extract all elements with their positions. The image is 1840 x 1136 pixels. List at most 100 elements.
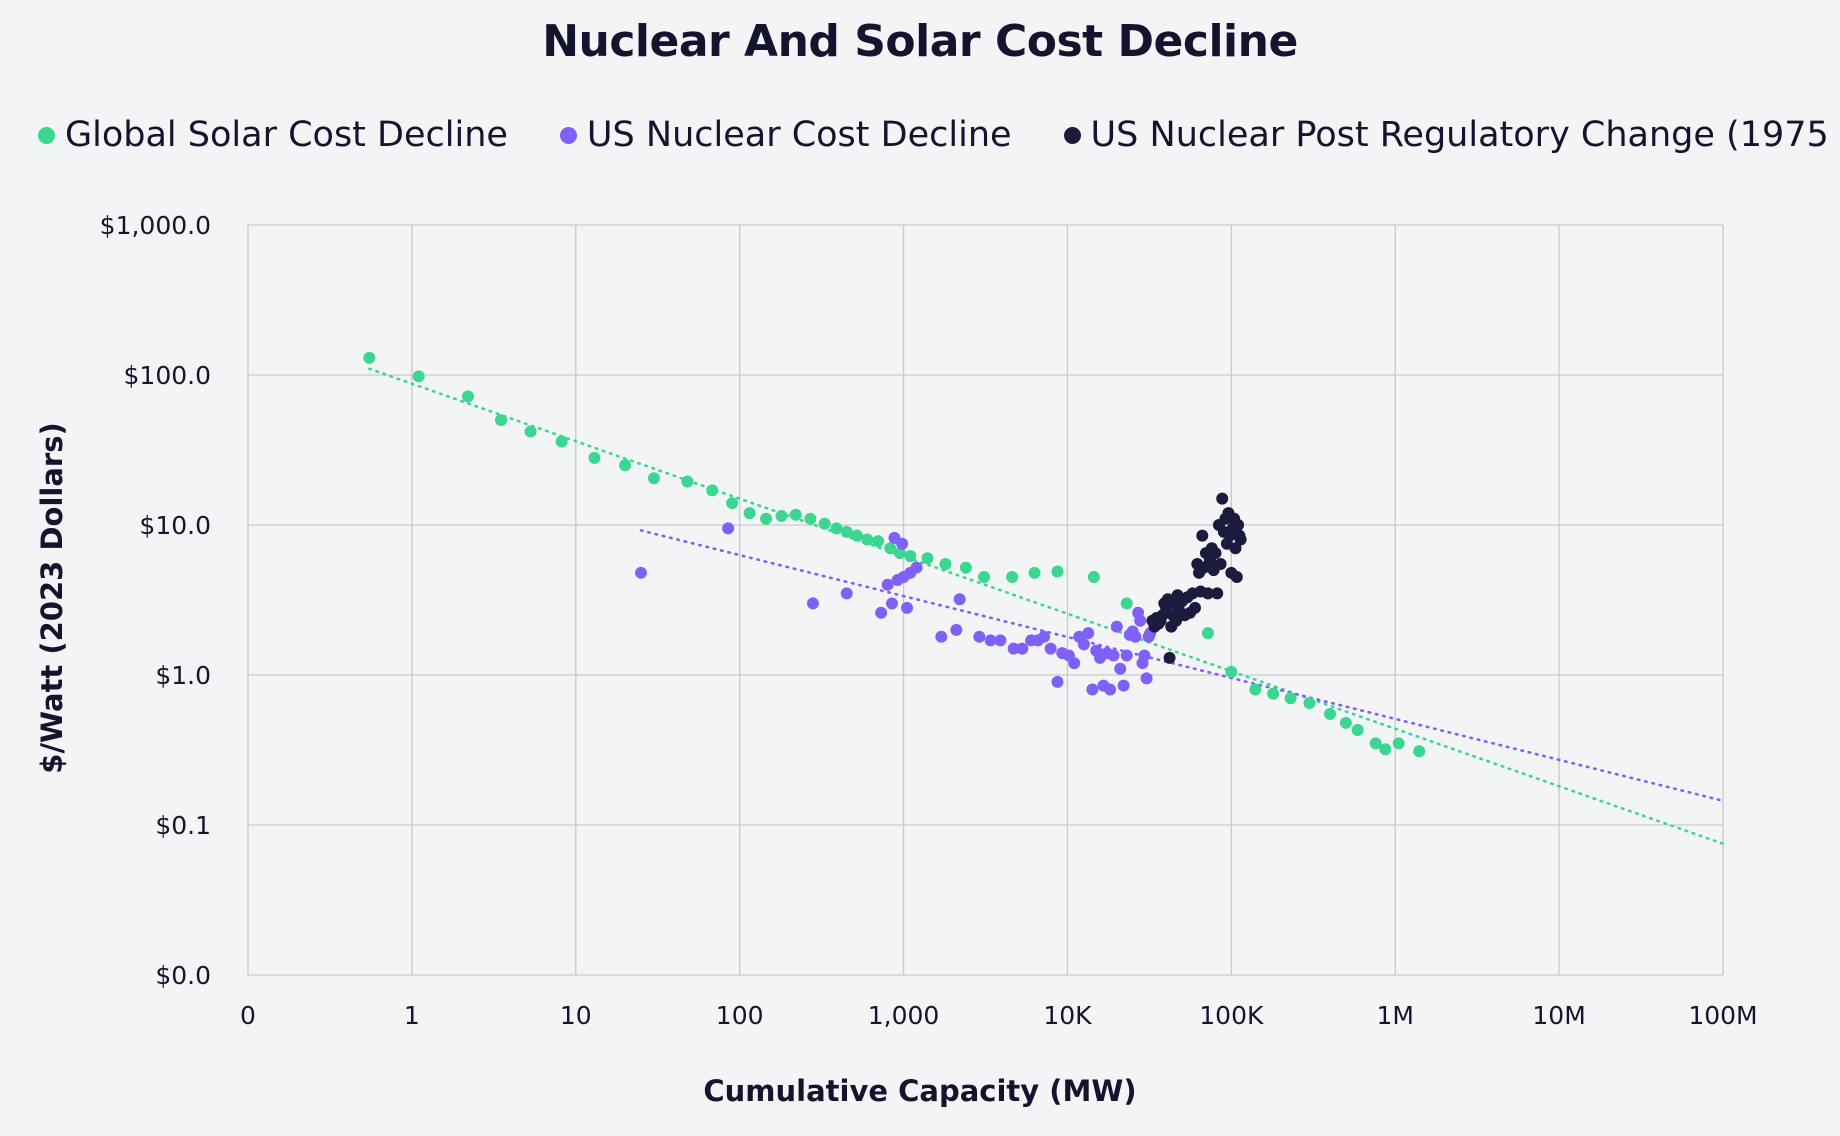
data-point <box>1006 571 1019 584</box>
data-point <box>904 550 917 563</box>
series-1-points <box>634 522 1157 696</box>
data-point <box>1044 642 1057 655</box>
legend-item-us-nuclear: US Nuclear Cost Decline <box>559 115 1012 155</box>
legend-marker-post-regulatory <box>1063 126 1081 144</box>
legend-marker-us-nuclear <box>559 126 577 144</box>
data-point <box>1392 737 1405 750</box>
data-point <box>804 512 817 525</box>
data-point <box>893 547 906 560</box>
data-point <box>588 451 601 464</box>
data-point <box>1413 745 1426 758</box>
x-tick-label: 10M <box>1532 1001 1585 1030</box>
data-point <box>495 414 508 427</box>
data-point <box>1140 672 1153 685</box>
data-point <box>363 351 376 364</box>
x-tick-label: 0 <box>240 1001 256 1030</box>
trendlines <box>368 367 1725 846</box>
data-point <box>1284 692 1297 705</box>
data-point <box>1188 601 1201 614</box>
data-point <box>910 561 923 574</box>
data-point <box>743 507 756 520</box>
y-tick-label: $1.0 <box>155 661 211 690</box>
data-point <box>1196 529 1209 542</box>
y-axis-ticks: $0.0 $0.1 $1.0 $10.0 $100.0 $1,000.0 <box>100 211 211 990</box>
y-tick-label: $0.1 <box>155 811 211 840</box>
data-point <box>950 623 963 636</box>
data-point <box>1229 542 1242 555</box>
grid-lines <box>247 224 1724 976</box>
data-point <box>1170 614 1183 627</box>
data-point <box>1114 662 1127 675</box>
data-point <box>412 370 425 383</box>
chart-legend: Global Solar Cost Decline US Nuclear Cos… <box>38 110 1840 160</box>
data-point <box>959 561 972 574</box>
data-point <box>1051 565 1064 578</box>
data-point <box>555 435 568 448</box>
x-tick-label: 1M <box>1376 1001 1413 1030</box>
data-point <box>706 484 719 497</box>
x-tick-label: 100M <box>1688 1001 1757 1030</box>
data-point <box>921 552 934 565</box>
legend-item-solar: Global Solar Cost Decline <box>38 115 508 155</box>
data-point <box>872 535 885 548</box>
data-point <box>1216 492 1229 505</box>
data-point <box>884 542 897 555</box>
data-point <box>1379 743 1392 756</box>
data-point <box>634 566 647 579</box>
data-point <box>1038 630 1051 643</box>
legend-label-solar: Global Solar Cost Decline <box>65 115 508 155</box>
data-point <box>1068 657 1081 670</box>
y-tick-label: $0.0 <box>155 961 211 990</box>
data-point <box>619 459 632 472</box>
data-point <box>1230 571 1243 584</box>
data-point <box>1086 683 1099 696</box>
data-point <box>1211 587 1224 600</box>
data-point <box>760 512 773 525</box>
y-tick-label: $100.0 <box>124 361 211 390</box>
data-point <box>1303 697 1316 710</box>
data-point <box>1120 597 1133 610</box>
data-point <box>1051 675 1064 688</box>
data-point <box>1324 707 1337 720</box>
data-point <box>994 634 1007 647</box>
data-point <box>830 522 843 535</box>
data-point <box>881 578 894 591</box>
data-point <box>1107 649 1120 662</box>
data-point <box>1369 737 1382 750</box>
data-point <box>1028 566 1041 579</box>
data-point <box>1134 614 1147 627</box>
chart-title: Nuclear And Solar Cost Decline <box>542 16 1298 67</box>
x-tick-label: 1,000 <box>868 1001 940 1030</box>
x-tick-label: 10 <box>560 1001 592 1030</box>
data-point <box>984 634 997 647</box>
data-point <box>861 533 874 546</box>
data-point <box>978 571 991 584</box>
data-point <box>1201 587 1214 600</box>
data-point <box>1138 649 1151 662</box>
data-point <box>1232 519 1245 531</box>
data-point <box>1082 627 1095 640</box>
x-axis-title: Cumulative Capacity (MW) <box>703 1074 1136 1108</box>
data-point <box>789 508 802 521</box>
data-point <box>973 630 986 643</box>
data-point <box>1117 679 1130 692</box>
legend-label-post-regulatory: US Nuclear Post Regulatory Change (1975 … <box>1090 115 1840 155</box>
y-tick-label: $1,000.0 <box>100 211 211 240</box>
x-tick-label: 100 <box>716 1001 764 1030</box>
data-point <box>1267 687 1280 700</box>
data-point <box>1339 716 1352 729</box>
y-tick-label: $10.0 <box>139 511 211 540</box>
data-point <box>885 597 898 610</box>
data-point <box>935 630 948 643</box>
data-point <box>939 557 952 570</box>
data-point <box>1120 649 1133 662</box>
series-0-points <box>363 351 1426 758</box>
data-point <box>524 425 537 438</box>
data-point <box>1077 638 1090 651</box>
data-point <box>851 529 864 542</box>
data-point <box>1234 533 1247 546</box>
data-point <box>875 606 888 619</box>
data-point <box>647 472 660 485</box>
data-point <box>840 587 853 600</box>
